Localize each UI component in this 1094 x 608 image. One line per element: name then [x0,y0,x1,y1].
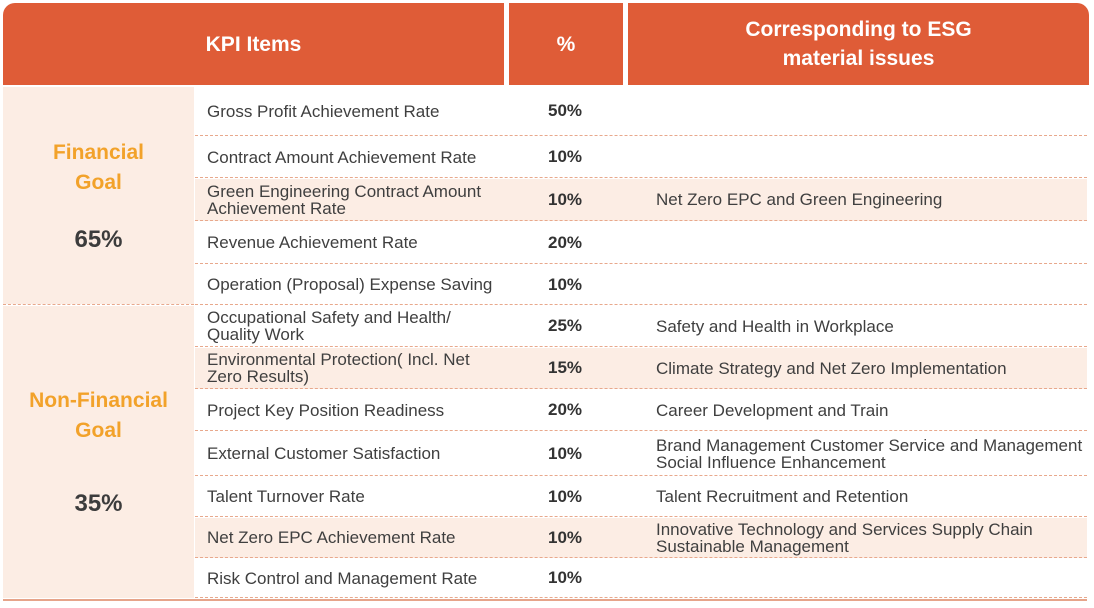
category-financial-label: Financial Goal [53,138,144,198]
category-financial-goal: Financial Goal 65% [3,87,194,304]
table-row: Talent Turnover Rate 10% Talent Recruitm… [195,477,1087,517]
kpi-percent-cell: 25% [548,316,583,335]
table-row: Revenue Achievement Rate 20% [195,222,1087,264]
kpi-percent-cell: 20% [548,400,583,419]
kpi-item-line1: Project Key Position Readiness [207,400,445,420]
esg-issue-line1: Climate Strategy and Net Zero Implementa… [656,358,1007,378]
category-financial-label-line2: Goal [75,170,122,194]
kpi-percent-cell: 10% [548,443,583,463]
kpi-percent-cell: 10% [548,147,583,166]
category-non-financial-label-line2: Goal [75,419,122,442]
kpi-percent-cell: 10% [548,527,583,547]
kpi-percent-cell: 15% [548,358,583,377]
esg-issue-cell: Net Zero EPC and Green Engineering [643,191,1087,208]
esg-issue-cell: Brand Management Customer Service and Ma… [643,437,1087,471]
kpi-item-line1: Revenue Achievement Rate [207,233,418,252]
kpi-percent-cell: 20% [548,232,583,252]
kpi-item-line1: Environmental Protection( Incl. Net [207,350,470,369]
table-row: Contract Amount Achievement Rate 10% [195,137,1087,178]
table-row: Operation (Proposal) Expense Saving 10% [195,265,1087,305]
kpi-item-cell: Project Key Position Readiness [195,402,538,419]
kpi-item-line1: Talent Turnover Rate [207,487,365,506]
header-kpi-items-label: KPI Items [205,32,302,56]
table-row: External Customer Satisfaction 10% Brand… [195,432,1087,476]
category-non-financial-label: Non-Financial Goal [29,386,168,446]
kpi-item-line1: Net Zero EPC Achievement Rate [207,528,456,547]
esg-issue-line1: Talent Recruitment and Retention [656,487,909,506]
kpi-percent-cell: 10% [548,486,583,506]
table-row: Gross Profit Achievement Rate 50% [195,87,1087,136]
table-row: Project Key Position Readiness 20% Caree… [195,390,1087,431]
header-percent-label: % [556,32,576,56]
category-divider [3,304,194,305]
kpi-item-line1: Occupational Safety and Health/ [207,308,451,327]
table-row: Occupational Safety and Health/ Quality … [195,306,1087,347]
header-esg-issues: Corresponding to ESG material issues [628,3,1089,85]
table-bottom-border [3,599,1087,601]
esg-issue-line1: Safety and Health in Workplace [656,316,894,336]
kpi-item-cell: Risk Control and Management Rate [195,570,538,587]
header-percent: % [509,3,623,85]
header-esg-line2: material issues [782,47,935,70]
esg-issue-line1: Net Zero EPC and Green Engineering [656,190,943,209]
kpi-percent-cell: 10% [548,274,583,294]
kpi-item-cell: Revenue Achievement Rate [195,234,538,251]
header-esg-line1: Corresponding to ESG [745,18,972,41]
table-row: Net Zero EPC Achievement Rate 10% Innova… [195,518,1087,558]
table-row: Green Engineering Contract Amount Achiev… [195,179,1087,221]
kpi-item-line1: Gross Profit Achievement Rate [207,101,440,121]
kpi-item-line1: Contract Amount Achievement Rate [207,147,477,167]
kpi-item-cell: Contract Amount Achievement Rate [195,149,538,166]
kpi-item-line2: Achievement Rate [207,198,346,218]
kpi-item-line2: Quality Work [207,325,304,344]
kpi-item-cell: Talent Turnover Rate [195,488,538,505]
kpi-percent-cell: 50% [548,101,583,120]
esg-issue-line1: Innovative Technology and Services Suppl… [656,519,1033,539]
kpi-item-line1: Operation (Proposal) Expense Saving [207,275,493,294]
kpi-item-cell: Net Zero EPC Achievement Rate [195,529,538,546]
category-non-financial-percent: 35% [74,490,123,517]
esg-issue-cell: Innovative Technology and Services Suppl… [643,521,1087,555]
esg-issue-cell: Talent Recruitment and Retention [643,488,1087,505]
kpi-percent-cell: 10% [548,568,583,587]
header-kpi-items: KPI Items [3,3,504,85]
kpi-item-cell: Green Engineering Contract Amount Achiev… [195,183,538,217]
kpi-item-cell: Gross Profit Achievement Rate [195,103,538,120]
kpi-item-line1: Green Engineering Contract Amount [207,181,482,201]
kpi-item-cell: Operation (Proposal) Expense Saving [195,276,538,293]
table-row: Risk Control and Management Rate 10% [195,559,1087,598]
esg-issue-line2: Sustainable Management [656,536,849,556]
esg-issue-cell: Career Development and Train [643,402,1087,419]
category-financial-percent: 65% [74,225,123,253]
kpi-item-cell: Environmental Protection( Incl. Net Zero… [195,351,538,385]
kpi-item-line1: External Customer Satisfaction [207,444,441,463]
kpi-item-cell: External Customer Satisfaction [195,445,538,462]
kpi-item-cell: Occupational Safety and Health/ Quality … [195,309,538,343]
esg-issue-cell: Safety and Health in Workplace [643,318,1087,335]
kpi-item-line1: Risk Control and Management Rate [207,568,478,588]
esg-issue-line1: Career Development and Train [656,400,889,420]
esg-issue-line1: Brand Management Customer Service and Ma… [656,435,1083,455]
category-financial-label-line1: Financial [52,140,145,164]
kpi-item-line2: Zero Results) [207,367,310,386]
esg-issue-line2: Social Influence Enhancement [656,452,886,472]
category-non-financial-label-line1: Non-Financial [29,389,168,412]
table-row: Environmental Protection( Incl. Net Zero… [195,348,1087,389]
kpi-percent-cell: 10% [548,189,583,209]
esg-issue-cell: Climate Strategy and Net Zero Implementa… [643,360,1087,377]
category-non-financial-goal: Non-Financial Goal 35% [3,306,194,598]
